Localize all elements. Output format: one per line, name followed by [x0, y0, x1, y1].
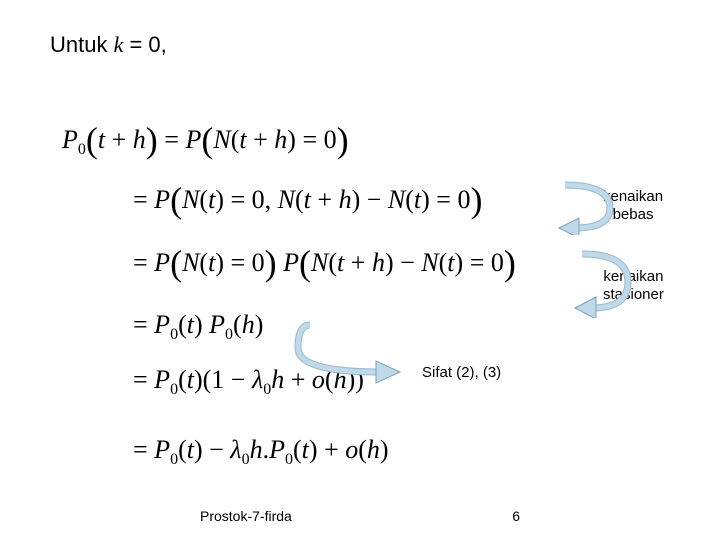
arrow-curve-2 — [570, 248, 635, 318]
title-prefix: Untuk — [50, 32, 114, 57]
footer-source: Prostok-7-firda — [200, 508, 292, 524]
eq-line-3: = P(N(t) = 0) P(N(t + h) − N(t) = 0) — [133, 238, 516, 280]
slide-footer: Prostok-7-firda 6 — [0, 508, 720, 524]
annot-1-line2: bebas — [613, 206, 654, 223]
annot-3-text: Sifat (2), (3) — [422, 364, 501, 381]
annot-sifat: Sifat (2), (3) — [422, 364, 501, 382]
title-var: k — [114, 32, 124, 57]
eq-line-1: P0(t + h) = P(N(t + h) = 0) — [62, 115, 349, 159]
slide-title: Untuk k = 0, — [50, 32, 167, 58]
arrow-curve-3 — [290, 320, 410, 385]
title-suffix: = 0, — [123, 32, 166, 57]
eq-line-6: = P0(t) − λ0h.P0(t) + o(h) — [133, 435, 389, 469]
footer-page-number: 6 — [512, 508, 520, 524]
eq-line-4: = P0(t) P0(h) — [133, 310, 263, 344]
eq-line-2: = P(N(t) = 0, N(t + h) − N(t) = 0) — [133, 175, 482, 217]
arrow-curve-1 — [555, 180, 615, 235]
